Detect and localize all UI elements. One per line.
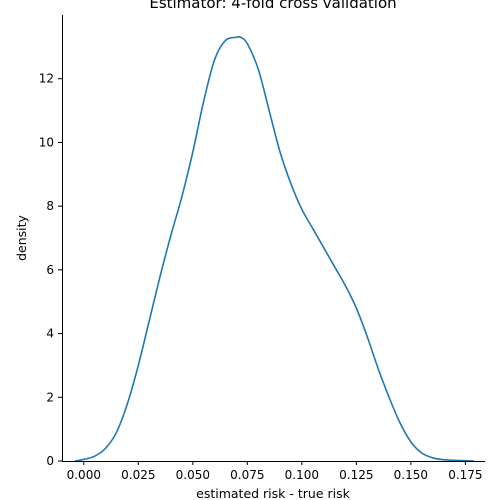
x-tick-label: 0.100: [285, 468, 319, 482]
x-tick-label: 0.175: [448, 468, 482, 482]
x-tick-label: 0.025: [121, 468, 155, 482]
y-tick-label: 6: [46, 263, 54, 277]
y-tick-label: 10: [39, 135, 54, 149]
x-tick-label: 0.075: [230, 468, 264, 482]
x-tick-label: 0.150: [394, 468, 428, 482]
kde-series-line: [74, 35, 475, 462]
ticks-layer: 0.000 0.025 0.050 0.075 0.100 0.125 0.150 0.175…: [39, 72, 483, 482]
y-tick-label: 0: [46, 454, 54, 468]
y-tick-label: 12: [39, 72, 54, 86]
y-tick-label: 8: [46, 199, 54, 213]
chart-title: Estimator: 4-fold cross validation: [149, 0, 396, 12]
y-tick-label: 4: [46, 327, 54, 341]
y-tick-label: 2: [46, 390, 54, 404]
x-tick-label: 0.050: [176, 468, 210, 482]
y-axis-label: density: [14, 214, 29, 260]
x-axis-label: estimated risk - true risk: [196, 486, 350, 500]
x-tick-label: 0.125: [339, 468, 373, 482]
x-tick-label: 0.000: [67, 468, 101, 482]
